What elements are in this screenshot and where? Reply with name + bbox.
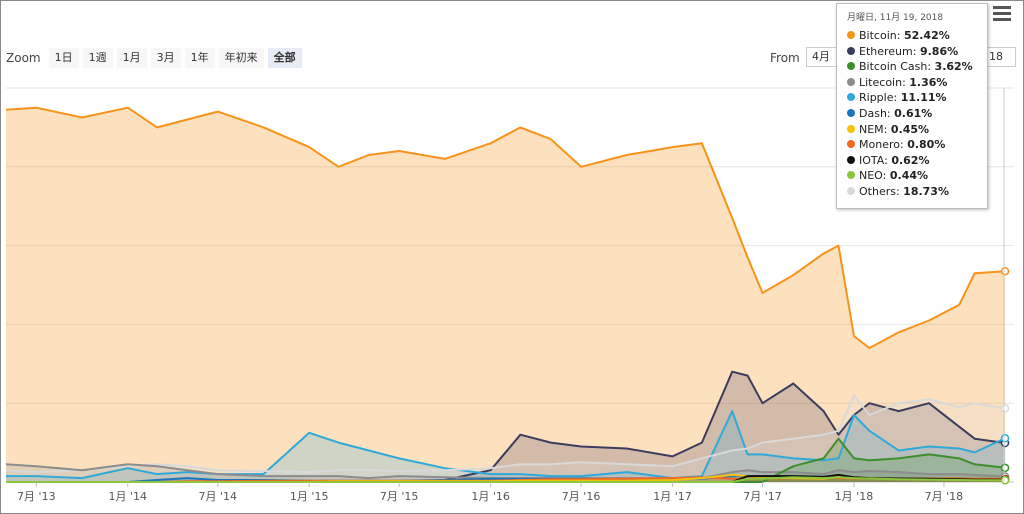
tooltip-series-value: 9.86% <box>919 44 959 58</box>
tooltip-series-value: 0.62% <box>891 153 930 167</box>
x-tick-label: 1月 '17 <box>653 490 692 503</box>
x-tick-label: 1月 '16 <box>471 490 510 503</box>
marker-others <box>1000 404 1010 413</box>
range-from-label: From <box>770 51 800 65</box>
zoom-1m-button[interactable]: 1月 <box>116 48 147 68</box>
x-tick-label: 7月 '14 <box>198 490 237 503</box>
tooltip-series-value: 3.62% <box>934 60 973 74</box>
legend-dot-icon <box>847 140 855 149</box>
legend-dot-icon <box>847 108 855 117</box>
marker-bitcoin-cash <box>1000 463 1010 473</box>
range-to-input[interactable]: 18 <box>985 47 1016 67</box>
area-neo <box>6 477 1006 482</box>
legend-dot-icon <box>847 155 855 164</box>
line-others <box>5 394 1006 474</box>
tooltip-date: 月曜日, 11月 19, 2018 <box>847 13 944 23</box>
zoom-1y-button[interactable]: 1年 <box>184 48 215 68</box>
tooltip-series-name: NEM: <box>859 122 891 136</box>
x-tick-label: 7月 '18 <box>925 490 964 503</box>
tooltip-series-name: Dash: <box>859 106 895 120</box>
x-tick-label: 7月 '13 <box>17 490 56 503</box>
x-tick-label: 1月 '14 <box>109 490 148 503</box>
area-nem <box>6 474 1006 482</box>
marker-ripple <box>1000 434 1010 443</box>
tooltip-row-ripple: Ripple: 11.11% <box>847 90 987 106</box>
marker-neo <box>1000 476 1010 485</box>
tooltip-series-name: Ripple: <box>859 91 901 105</box>
tooltip-series-value: 0.61% <box>894 106 933 120</box>
series-lines <box>5 106 1006 483</box>
hamburger-menu-icon[interactable] <box>993 6 1011 22</box>
legend-dot-icon <box>847 124 855 133</box>
tooltip-series-value: 1.36% <box>909 75 948 89</box>
tooltip-row-ethereum: Ethereum: 9.86% <box>847 44 987 60</box>
area-others <box>6 395 1006 482</box>
x-tick-label: 1月 '18 <box>835 490 874 503</box>
range-from-input[interactable]: 4月 <box>806 47 845 67</box>
tooltip-row-litecoin: Litecoin: 1.36% <box>847 75 987 91</box>
marker-bitcoin <box>1000 266 1010 276</box>
line-ripple <box>6 410 1006 480</box>
x-tick-label: 7月 '17 <box>743 490 782 503</box>
tooltip-series-name: Litecoin: <box>859 75 910 89</box>
area-ripple <box>6 411 1006 482</box>
tooltip-row-bitcoin-cash: Bitcoin Cash: 3.62% <box>847 59 987 75</box>
tooltip-series-name: Bitcoin Cash: <box>859 60 935 74</box>
tooltip-series-value: 52.42% <box>903 29 950 42</box>
tooltip-row-iota: IOTA: 0.62% <box>847 153 987 169</box>
legend-dot-icon <box>847 186 855 195</box>
tooltip-series-name: Bitcoin: <box>859 29 904 42</box>
tooltip-series-value: 0.80% <box>907 138 946 152</box>
legend-dot-icon <box>847 31 855 39</box>
legend-dot-icon <box>847 171 855 180</box>
zoom-all-button[interactable]: 全部 <box>267 48 302 68</box>
zoom-ytd-button[interactable]: 年初来 <box>218 48 264 68</box>
tooltip-row-nem: NEM: 0.45% <box>847 122 987 138</box>
zoom-1w-button[interactable]: 1週 <box>82 48 113 68</box>
tooltip-series-value: 18.73% <box>903 184 949 198</box>
tooltip-series-value: 11.11% <box>900 91 947 105</box>
tooltip-rows: Bitcoin: 52.42% Ethereum: 9.86% Bitcoin Ca… <box>847 28 987 200</box>
legend-dot-icon <box>847 77 855 86</box>
zoom-bar: Zoom 1日 1週 1月 3月 1年 年初来 全部 <box>6 48 306 68</box>
zoom-label: Zoom <box>6 51 41 65</box>
tooltip-row-bitcoin: Bitcoin: 52.42% <box>847 28 987 44</box>
area-monero <box>6 477 1006 482</box>
line-bitcoin <box>5 106 1006 349</box>
tooltip-row-others: Others: 18.73% <box>847 184 987 200</box>
x-axis-ticks: 7月 '13 1月 '14 7月 '14 1月 '15 7月 '15 1月 '16 7月 '… <box>17 482 963 503</box>
tooltip-series-name: Others: <box>859 184 904 198</box>
tooltip-row-monero: Monero: 0.80% <box>847 137 987 153</box>
hover-markers <box>1000 88 1010 485</box>
legend-dot-icon <box>847 46 855 55</box>
x-tick-label: 7月 '16 <box>562 490 601 503</box>
tooltip-series-value: 0.44% <box>889 169 929 183</box>
x-tick-label: 7月 '15 <box>380 490 419 503</box>
legend-dot-icon <box>847 93 855 102</box>
legend-dot-icon <box>847 62 855 71</box>
tooltip-series-name: Ethereum: <box>859 44 920 58</box>
tooltip-series-name: Monero: <box>859 138 908 152</box>
tooltip-series-name: IOTA: <box>859 153 892 167</box>
x-tick-label: 1月 '15 <box>290 490 329 503</box>
tooltip-series-value: 0.45% <box>890 122 930 136</box>
zoom-3m-button[interactable]: 3月 <box>150 48 181 68</box>
tooltip-row-dash: Dash: 0.61% <box>847 106 987 122</box>
zoom-1d-button[interactable]: 1日 <box>48 48 79 68</box>
tooltip-row-neo: NEO: 0.44% <box>847 168 987 184</box>
chart-tooltip: 月曜日, 11月 19, 2018 Bitcoin: 52.42% Ethereu… <box>836 3 988 209</box>
tooltip-series-name: NEO: <box>859 169 890 183</box>
